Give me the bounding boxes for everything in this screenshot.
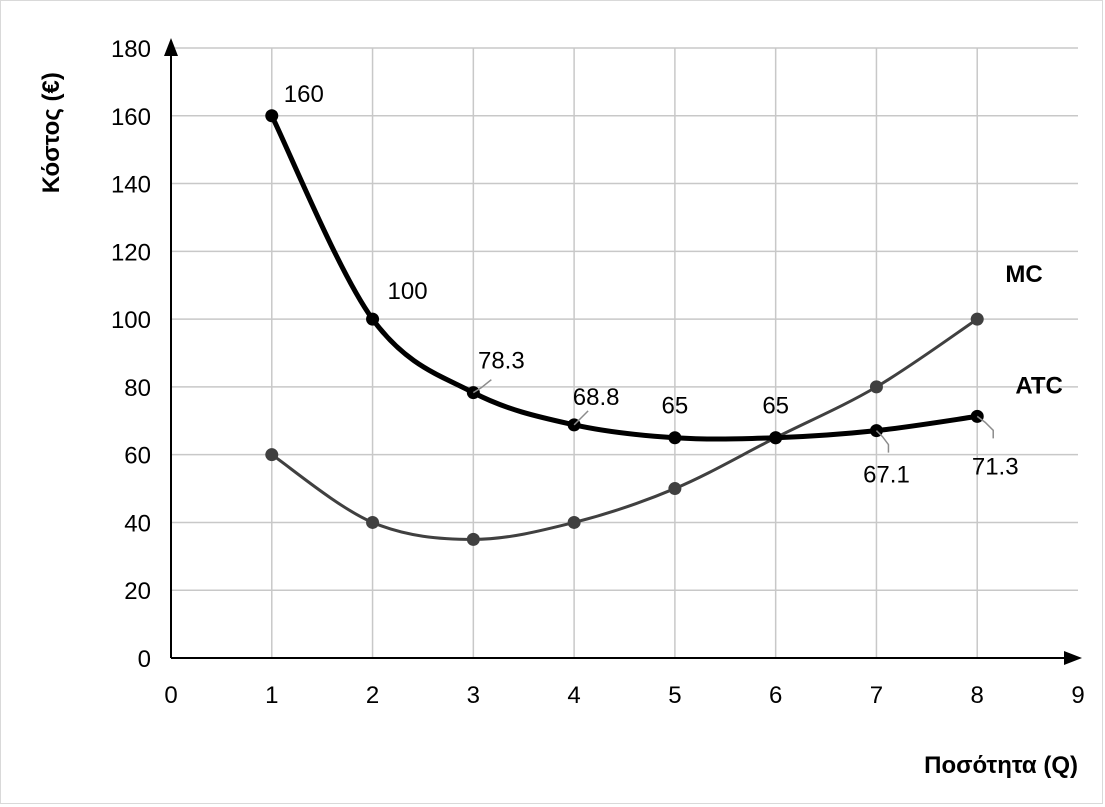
atc-data-label: 68.8 bbox=[573, 384, 620, 411]
mc-point bbox=[869, 380, 883, 394]
y-tick-label: 60 bbox=[124, 443, 151, 470]
data-label-leader bbox=[472, 379, 492, 394]
y-tick-label: 0 bbox=[138, 646, 151, 673]
x-tick-label: 6 bbox=[769, 682, 782, 709]
axes bbox=[164, 38, 1082, 665]
atc-data-label: 160 bbox=[284, 81, 324, 108]
mc-point bbox=[567, 515, 581, 529]
mc-point bbox=[466, 532, 480, 546]
atc-point bbox=[668, 431, 682, 445]
data-label-leader bbox=[573, 410, 589, 426]
atc-point bbox=[769, 431, 783, 445]
atc-point bbox=[265, 109, 279, 123]
atc-data-label: 65 bbox=[662, 393, 689, 420]
x-tick-label: 5 bbox=[668, 682, 681, 709]
x-tick-label: 3 bbox=[467, 682, 480, 709]
atc-data-label: 78.3 bbox=[478, 348, 525, 375]
y-tick-label: 100 bbox=[111, 307, 151, 334]
mc-point bbox=[265, 448, 279, 462]
mc-point bbox=[668, 482, 682, 496]
mc-point bbox=[366, 515, 380, 529]
y-tick-label: 20 bbox=[124, 578, 151, 605]
atc-series-label: ATC bbox=[1015, 373, 1063, 400]
atc-data-label: 71.3 bbox=[972, 453, 1019, 480]
data-label-leader bbox=[875, 430, 890, 453]
x-tick-label: 7 bbox=[870, 682, 883, 709]
x-tick-label: 4 bbox=[567, 682, 580, 709]
x-tick-label: 1 bbox=[265, 682, 278, 709]
atc-data-label: 67.1 bbox=[863, 462, 910, 489]
y-axis-arrow bbox=[164, 38, 178, 56]
y-tick-label: 140 bbox=[111, 172, 151, 199]
y-tick-label: 180 bbox=[111, 36, 151, 63]
atc-data-label: 65 bbox=[762, 393, 789, 420]
y-tick-label: 120 bbox=[111, 239, 151, 266]
y-tick-label: 160 bbox=[111, 104, 151, 131]
x-axis-arrow bbox=[1064, 651, 1082, 665]
mc-series-label: MC bbox=[1005, 261, 1042, 288]
atc-data-label: 100 bbox=[388, 278, 428, 305]
atc-point bbox=[366, 312, 380, 326]
data-labels: 160 100 78.3 68.8 65 65 67.1 71.3 ATC MC bbox=[284, 81, 1063, 489]
x-tick-label: 9 bbox=[1071, 682, 1084, 709]
y-axis-title: Κόστος (€) bbox=[38, 72, 65, 193]
mc-point bbox=[970, 312, 984, 326]
y-tick-label: 80 bbox=[124, 375, 151, 402]
x-tick-label: 8 bbox=[971, 682, 984, 709]
tick-labels: 0 20 40 60 80 100 120 140 160 180 0 1 2 3 4 5 6 7 8 9 bbox=[111, 36, 1085, 709]
gridlines bbox=[171, 47, 1078, 658]
data-label-leader bbox=[976, 415, 994, 439]
x-tick-label: 0 bbox=[164, 682, 177, 709]
y-tick-label: 40 bbox=[124, 510, 151, 537]
atc-line bbox=[269, 114, 978, 442]
x-tick-label: 2 bbox=[366, 682, 379, 709]
x-axis-title: Ποσότητα (Q) bbox=[924, 752, 1078, 779]
